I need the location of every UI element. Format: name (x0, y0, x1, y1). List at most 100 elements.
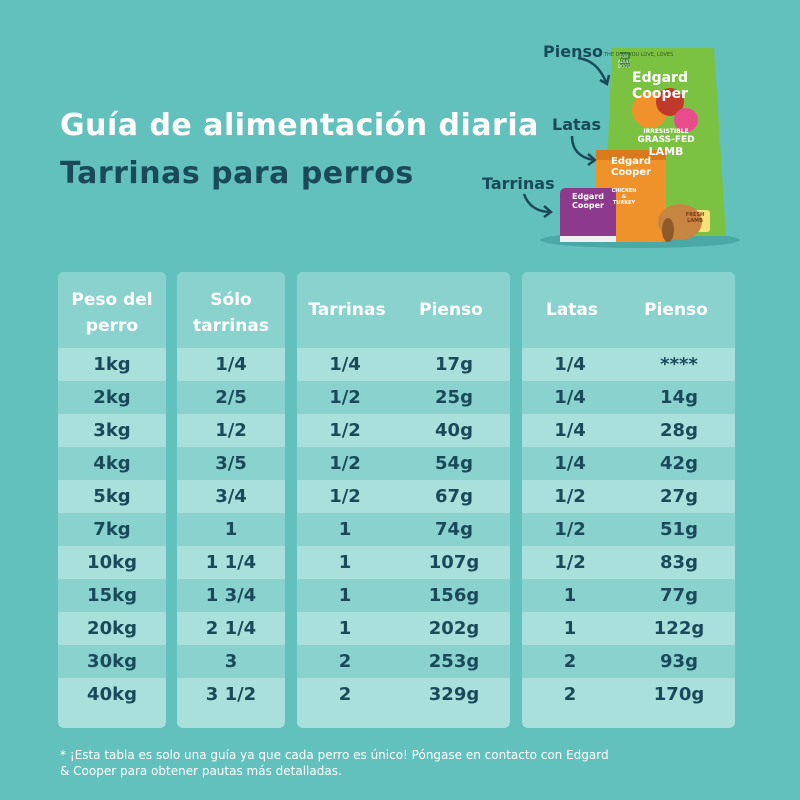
tray-brand: Edgard Cooper (572, 192, 604, 210)
table-cell-pienso1: 253g (428, 651, 480, 672)
table-cell-pienso2: 27g (660, 486, 698, 507)
solo-tarrinas-header-label: Sólo tarrinas (193, 290, 269, 336)
table-cell-pienso2: 14g (660, 387, 698, 408)
latas-pienso-column-header: Latas Pienso (522, 272, 735, 348)
table-row: 2 329g (297, 678, 510, 711)
table-row: 1 1/4 (177, 546, 285, 579)
table-cell-pienso2: 51g (660, 519, 698, 540)
table-row: 20kg (58, 612, 166, 645)
table-cell-pienso1: 54g (435, 453, 473, 474)
table-cell-latas: 1 (563, 585, 577, 606)
bag-product-name: IRRESISTIBLE GRASS-FED LAMB (637, 128, 695, 158)
table-cell-tarrinas: 1/2 (329, 420, 361, 441)
table-row: 2 170g (522, 678, 735, 711)
table-row: 1 74g (297, 513, 510, 546)
table-cell-latas: 1/4 (554, 420, 586, 441)
table-cell-pienso2: 93g (660, 651, 698, 672)
arrow-tarrinas-icon (522, 193, 554, 219)
bag-tag: FRESH LAMB (685, 212, 705, 224)
table-cell-pienso1: 67g (435, 486, 473, 507)
table-row: 1/2 67g (297, 480, 510, 513)
table-cell-tarrinas: 1/2 (329, 453, 361, 474)
table-cell-solo: 3 1/2 (205, 684, 257, 705)
table-cell-peso: 40kg (87, 684, 137, 705)
table-row: 3kg (58, 414, 166, 447)
table-cell-solo: 2 1/4 (205, 618, 257, 639)
table-row: 3 1/2 (177, 678, 285, 711)
table-cell-pienso1: 17g (435, 354, 473, 375)
label-tarrinas: Tarrinas (482, 174, 555, 193)
weight-column: Peso del perro 1kg 2kg 3kg 4kg 5kg 7kg 10kg 15k… (58, 272, 166, 728)
table-cell-peso: 1kg (93, 354, 131, 375)
table-row: 1/4 14g (522, 381, 735, 414)
tarrinas-pienso-column: Tarrinas Pienso 1/4 17g 1/2 25g 1/2 40g 1/2 54g… (297, 272, 510, 728)
page-title: Guía de alimentación diaria (60, 108, 539, 143)
pienso-header-label: Pienso (419, 300, 483, 320)
table-row: 1/2 40g (297, 414, 510, 447)
table-row: 1/2 51g (522, 513, 735, 546)
table-cell-pienso2: 28g (660, 420, 698, 441)
table-cell-tarrinas: 1 (338, 585, 352, 606)
latas-pienso-column: Latas Pienso 1/4 **** 1/4 14g 1/4 28g 1/4 42g 1/… (522, 272, 735, 728)
table-cell-peso: 10kg (87, 552, 137, 573)
table-row: 1 202g (297, 612, 510, 645)
table-row: 2/5 (177, 381, 285, 414)
table-cell-latas: 1/2 (554, 552, 586, 573)
table-row: 2kg (58, 381, 166, 414)
table-cell-latas: 1/2 (554, 519, 586, 540)
table-cell-latas: 2 (563, 684, 577, 705)
footnote: * ¡Esta tabla es solo una guía ya que ca… (60, 748, 609, 778)
table-row: 2 253g (297, 645, 510, 678)
table-cell-pienso1: 25g (435, 387, 473, 408)
table-cell-pienso1: 329g (428, 684, 480, 705)
table-cell-latas: 1/2 (554, 486, 586, 507)
solo-tarrinas-column: Sólo tarrinas 1/4 2/5 1/2 3/5 3/4 1 1 1/4 1 3/4… (177, 272, 285, 728)
table-row: 1 122g (522, 612, 735, 645)
table-cell-solo: 3/5 (215, 453, 247, 474)
table-cell-tarrinas: 1 (338, 552, 352, 573)
table-cell-peso: 2kg (93, 387, 131, 408)
arrow-latas-icon (570, 135, 598, 167)
tarrinas-pienso-column-header: Tarrinas Pienso (297, 272, 510, 348)
table-cell-tarrinas: 2 (338, 651, 352, 672)
table-cell-latas: 1/4 (554, 387, 586, 408)
table-row: 30kg (58, 645, 166, 678)
table-row: 10kg (58, 546, 166, 579)
table-row: 1/4 (177, 348, 285, 381)
table-cell-peso: 5kg (93, 486, 131, 507)
table-row: 1/4 **** (522, 348, 735, 381)
table-row: 5kg (58, 480, 166, 513)
table-cell-solo: 3/4 (215, 486, 247, 507)
table-row: 3 (177, 645, 285, 678)
table-cell-latas: 1/4 (554, 453, 586, 474)
table-cell-pienso1: 156g (428, 585, 480, 606)
table-cell-tarrinas: 1/2 (329, 486, 361, 507)
table-row: 40kg (58, 678, 166, 711)
table-cell-solo: 1 (224, 519, 238, 540)
table-cell-tarrinas: 1 (338, 519, 352, 540)
table-row: 4kg (58, 447, 166, 480)
table-cell-solo: 1/2 (215, 420, 247, 441)
table-cell-tarrinas: 2 (338, 684, 352, 705)
bag-brand: Edgard Cooper (632, 70, 688, 102)
table-cell-pienso1: 202g (428, 618, 480, 639)
table-row: 1/2 83g (522, 546, 735, 579)
table-cell-solo: 3 (224, 651, 238, 672)
table-row: 1/2 27g (522, 480, 735, 513)
table-row: 1/4 42g (522, 447, 735, 480)
table-row: 1kg (58, 348, 166, 381)
table-row: 2 93g (522, 645, 735, 678)
table-cell-pienso2: 42g (660, 453, 698, 474)
table-cell-tarrinas: 1/2 (329, 387, 361, 408)
table-cell-peso: 7kg (93, 519, 131, 540)
table-cell-pienso2: 170g (653, 684, 705, 705)
table-cell-pienso1: 40g (435, 420, 473, 441)
label-latas: Latas (552, 115, 601, 134)
table-row: 3/5 (177, 447, 285, 480)
bag-top-text: THE DOG YOU LOVE, LOVES (604, 52, 674, 58)
table-row: 1 (177, 513, 285, 546)
table-row: 1 156g (297, 579, 510, 612)
tarrinas-header-label: Tarrinas (308, 300, 386, 320)
table-row: 1 3/4 (177, 579, 285, 612)
table-cell-peso: 3kg (93, 420, 131, 441)
